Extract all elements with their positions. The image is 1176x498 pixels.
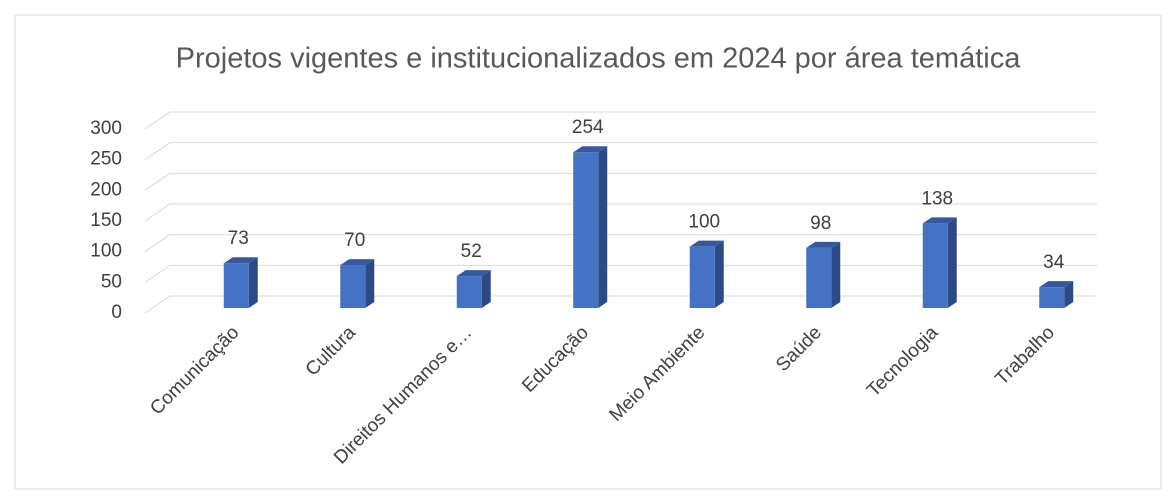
chart-title: Projetos vigentes e institucionalizados … [176, 43, 1022, 75]
data-label: 73 [228, 228, 249, 249]
bar [689, 246, 715, 308]
data-label: 52 [461, 241, 482, 262]
bar [806, 247, 832, 308]
bar-top [340, 259, 375, 266]
data-label: 254 [572, 117, 604, 138]
bar-side [481, 270, 491, 308]
data-label: 138 [921, 188, 953, 209]
data-label: 34 [1043, 252, 1065, 273]
bar-side [248, 257, 258, 308]
bar-side [1064, 281, 1074, 308]
bar-side [947, 217, 957, 308]
grid-line [144, 111, 1097, 130]
bar-side [831, 241, 841, 308]
bar-side [714, 240, 724, 308]
y-tick-label: 150 [90, 210, 122, 231]
data-label: 98 [810, 213, 831, 234]
grid-line [144, 234, 1097, 253]
bar [573, 152, 599, 308]
y-tick-label: 300 [90, 118, 122, 139]
bar-top [456, 270, 491, 277]
bar-top [922, 217, 957, 224]
bar-side [365, 259, 375, 308]
data-label: 100 [688, 212, 720, 233]
data-label: 70 [344, 230, 365, 251]
bar-top [806, 241, 841, 248]
y-tick-label: 100 [90, 241, 122, 262]
bar-side [598, 146, 608, 308]
grid-line [144, 295, 1097, 314]
bar [1039, 287, 1065, 308]
bar-top [689, 240, 724, 247]
y-tick-label: 50 [101, 271, 122, 292]
grid-line [144, 203, 1097, 222]
bar [340, 265, 366, 308]
grid-line [144, 264, 1097, 283]
y-tick-label: 250 [90, 149, 122, 170]
bar-top [573, 146, 608, 153]
bar-top [1039, 281, 1074, 288]
bar-top [223, 257, 258, 264]
bar [922, 223, 948, 308]
bar [456, 276, 482, 308]
grid-line [144, 172, 1097, 191]
y-tick-label: 0 [111, 302, 122, 323]
bar [223, 263, 249, 308]
grid-line [144, 142, 1097, 161]
y-tick-label: 200 [90, 179, 122, 200]
